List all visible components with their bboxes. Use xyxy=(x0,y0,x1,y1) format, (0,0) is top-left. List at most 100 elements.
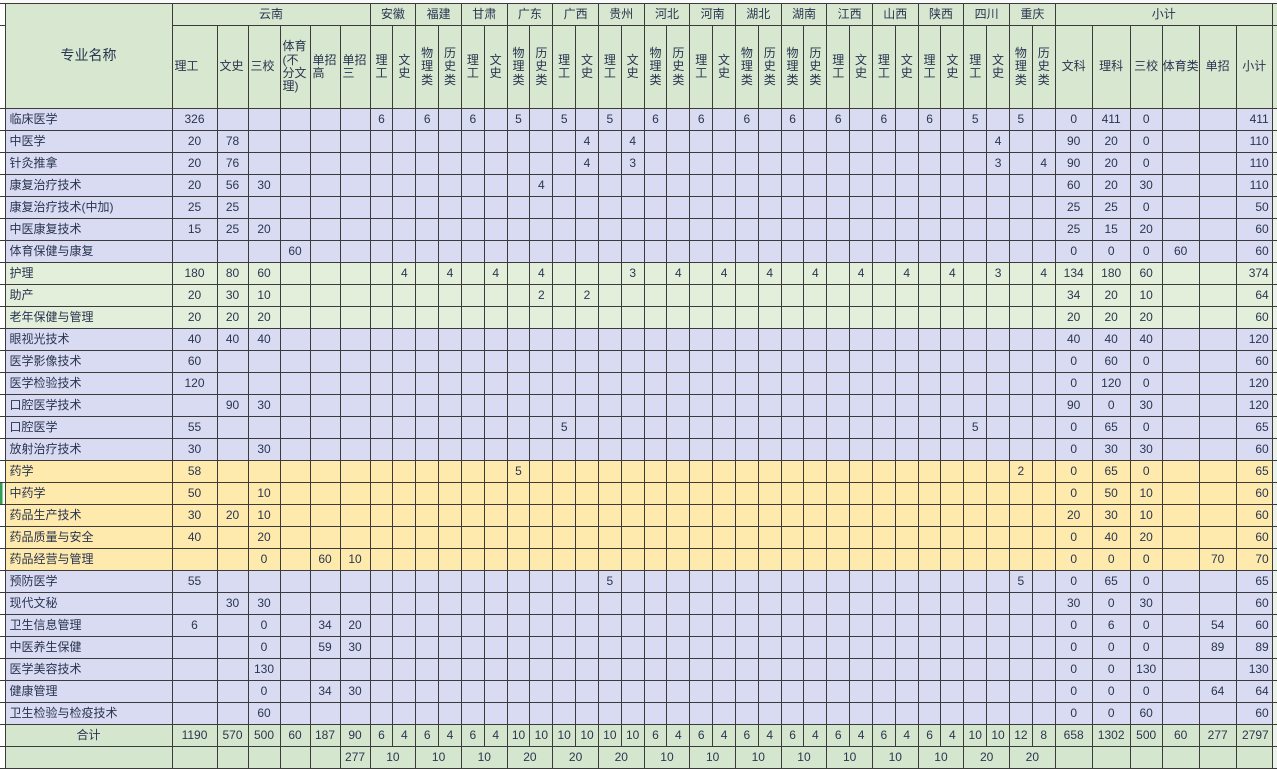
cell-yn1[interactable] xyxy=(171,240,218,263)
cell-sx1[interactable] xyxy=(871,328,896,351)
cell-ah1[interactable] xyxy=(369,306,394,329)
cell-yn4[interactable] xyxy=(279,108,311,131)
cell-s5[interactable] xyxy=(1198,702,1237,725)
cell-sx1[interactable] xyxy=(871,394,896,417)
cell-jx1[interactable] xyxy=(826,394,851,417)
cell-jx1[interactable] xyxy=(826,152,851,175)
cell-yn3[interactable] xyxy=(247,152,281,175)
cell-s5[interactable] xyxy=(1198,460,1237,483)
cell-gd2[interactable] xyxy=(529,328,554,351)
cell-gz2[interactable] xyxy=(620,526,645,549)
cell-sx2[interactable] xyxy=(894,504,919,527)
cell-gs2[interactable] xyxy=(483,438,508,461)
cell-s6[interactable]: 65 xyxy=(1235,570,1273,593)
cell-heb2[interactable] xyxy=(666,196,691,219)
cell-s1[interactable]: 0 xyxy=(1054,702,1093,725)
cell-hen1[interactable] xyxy=(689,438,714,461)
cell-sc2[interactable] xyxy=(986,636,1010,659)
subcolumn-header-gx1[interactable]: 理工 xyxy=(552,25,577,109)
cell-ah1[interactable] xyxy=(369,702,394,725)
cell-gd2[interactable] xyxy=(529,548,554,571)
cell-yn1[interactable]: 6 xyxy=(171,614,218,637)
cell-yn2[interactable] xyxy=(216,548,249,571)
cell-gd1[interactable] xyxy=(506,592,531,615)
cell-hun2[interactable] xyxy=(803,240,828,263)
cell-shx1[interactable] xyxy=(917,350,942,373)
cell-yn6[interactable] xyxy=(339,196,371,219)
cell-ah1[interactable] xyxy=(369,394,394,417)
cell-sx1[interactable] xyxy=(871,570,896,593)
total-cell-s6[interactable]: 2797 xyxy=(1235,724,1273,747)
cell-gx2[interactable] xyxy=(575,658,599,681)
cell-jx2[interactable] xyxy=(849,350,873,373)
cell-heb1[interactable] xyxy=(643,570,668,593)
cell-yn6[interactable]: 30 xyxy=(339,636,371,659)
cell-sx1[interactable] xyxy=(871,174,896,197)
cell-fj1[interactable] xyxy=(415,460,440,483)
cell-heb2[interactable] xyxy=(666,548,691,571)
cell-s1[interactable]: 30 xyxy=(1054,592,1093,615)
cell-ah2[interactable] xyxy=(392,526,417,549)
cell-gd2[interactable] xyxy=(529,438,554,461)
cell-sc1[interactable] xyxy=(963,152,988,175)
cell-cq1[interactable] xyxy=(1008,174,1033,197)
row-label[interactable]: 卫生检验与检疫技术 xyxy=(4,702,173,725)
cell-hun1[interactable] xyxy=(780,240,805,263)
cell-hen2[interactable] xyxy=(712,658,736,681)
cell-gx1[interactable] xyxy=(552,130,577,153)
cell-ah2[interactable] xyxy=(392,614,417,637)
cell-fj1[interactable] xyxy=(415,262,440,285)
cell-gd2[interactable] xyxy=(529,658,554,681)
cell-gz1[interactable] xyxy=(597,240,622,263)
cell-s5[interactable] xyxy=(1198,658,1237,681)
cell-hen1[interactable] xyxy=(689,196,714,219)
cell-gx1[interactable]: 5 xyxy=(552,108,577,131)
cell-s6[interactable]: 60 xyxy=(1235,350,1273,373)
cell-s2[interactable]: 15 xyxy=(1091,218,1131,241)
cell-hub1[interactable] xyxy=(734,262,759,285)
cell-sx2[interactable] xyxy=(894,218,919,241)
cell-hub2[interactable] xyxy=(757,174,782,197)
cell-s2[interactable]: 60 xyxy=(1091,350,1131,373)
cell-hub2[interactable] xyxy=(757,702,782,725)
cell-yn5[interactable] xyxy=(309,284,341,307)
cell-gz1[interactable] xyxy=(597,218,622,241)
cell-sx2[interactable] xyxy=(894,306,919,329)
cell-heb1[interactable] xyxy=(643,196,668,219)
subcolumn-header-heb1[interactable]: 物理类 xyxy=(643,25,668,109)
cell-heb1[interactable] xyxy=(643,218,668,241)
cell-gd1[interactable] xyxy=(506,702,531,725)
cell-s1[interactable]: 0 xyxy=(1054,416,1093,439)
cell-gs2[interactable] xyxy=(483,306,508,329)
cell-jx1[interactable] xyxy=(826,636,851,659)
cell-hen2[interactable] xyxy=(712,570,736,593)
cell-gd1[interactable] xyxy=(506,438,531,461)
cell-hun1[interactable] xyxy=(780,130,805,153)
cell-yn4[interactable] xyxy=(279,372,311,395)
cell-yn3[interactable]: 30 xyxy=(247,592,281,615)
cell-hun2[interactable] xyxy=(803,306,828,329)
province-header-heb[interactable]: 河北 xyxy=(643,3,691,26)
cell-fj1[interactable] xyxy=(415,416,440,439)
cell-hun2[interactable] xyxy=(803,526,828,549)
cell-jx1[interactable] xyxy=(826,218,851,241)
cell-heb2[interactable] xyxy=(666,174,691,197)
cell-gz2[interactable] xyxy=(620,240,645,263)
cell-jx1[interactable] xyxy=(826,240,851,263)
cell-s5[interactable]: 70 xyxy=(1198,548,1237,571)
cell-hen2[interactable] xyxy=(712,394,736,417)
subcolumn-header-gs2[interactable]: 文史 xyxy=(483,25,508,109)
total-cell-hun1[interactable]: 6 xyxy=(780,724,805,747)
cell-sc1[interactable] xyxy=(963,196,988,219)
cell-gz1[interactable] xyxy=(597,680,622,703)
cell-s2[interactable]: 65 xyxy=(1091,416,1131,439)
cell-yn6[interactable] xyxy=(339,504,371,527)
cell-yn2[interactable]: 56 xyxy=(216,174,249,197)
row-label[interactable]: 康复治疗技术 xyxy=(4,174,173,197)
cell-hub2[interactable] xyxy=(757,460,782,483)
row-label[interactable]: 眼视光技术 xyxy=(4,328,173,351)
province-total-jx[interactable]: 10 xyxy=(826,746,873,769)
cell-jx1[interactable] xyxy=(826,416,851,439)
cell-gx1[interactable] xyxy=(552,174,577,197)
cell-cq2[interactable] xyxy=(1031,108,1056,131)
